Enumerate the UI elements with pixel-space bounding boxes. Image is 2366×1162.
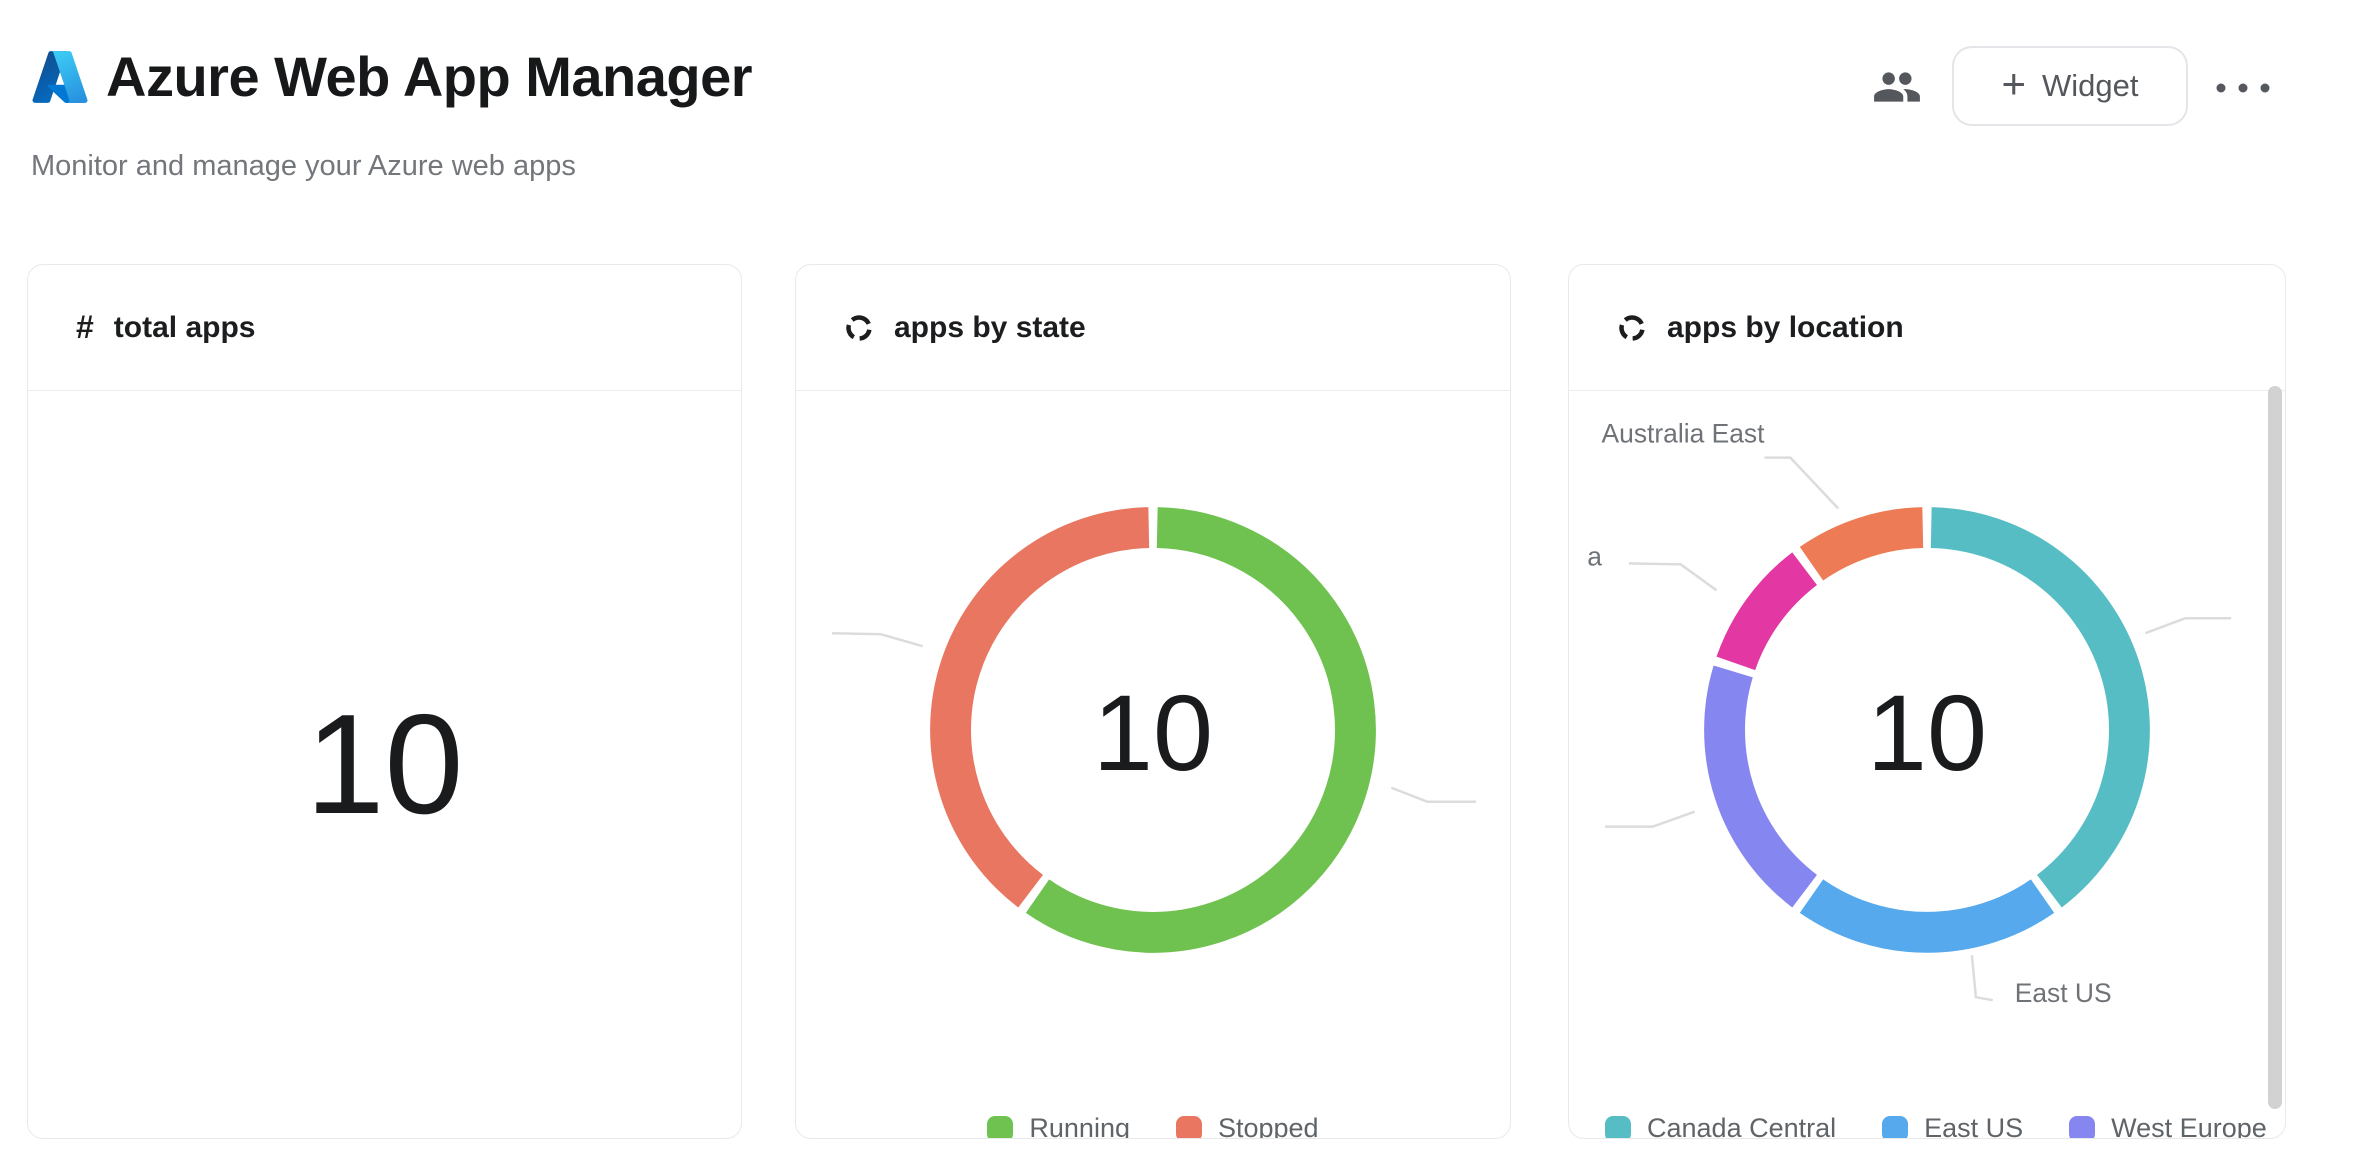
card-apps-by-location: apps by location Australia East a East US …: [1568, 264, 2286, 1139]
card-apps-by-state: apps by state 10 Running Stopped: [795, 264, 1511, 1139]
donut-chart-icon: [1619, 314, 1645, 341]
legend-item-east-us[interactable]: East US: [1882, 1113, 2024, 1139]
people-icon: [1874, 72, 1920, 102]
card-total-apps-title: total apps: [113, 310, 256, 344]
ellipsis-icon: [2216, 83, 2270, 93]
more-options-button[interactable]: [2208, 70, 2278, 106]
running-swatch: [987, 1115, 1014, 1138]
total-apps-value: 10: [305, 684, 464, 844]
app-header: Azure Web App Manager: [30, 44, 753, 109]
apps-by-state-legend: Running Stopped: [796, 1113, 1510, 1139]
label-leader-line: [1970, 955, 1994, 1002]
east-us-swatch: [1882, 1115, 1909, 1138]
add-widget-label: Widget: [2042, 68, 2139, 103]
label-leader-line: [1604, 810, 1696, 828]
apps-by-location-donut: Australia East a East US: [1587, 419, 2232, 1008]
card-apps-by-location-header: apps by location: [1569, 265, 2285, 391]
west-europe-swatch: [2069, 1115, 2096, 1138]
donut-segment-east-us[interactable]: [1799, 879, 2055, 953]
legend-east-us-label: East US: [1924, 1113, 2024, 1139]
azure-logo: [32, 50, 88, 103]
donut-segment-canada-central[interactable]: [1930, 507, 2150, 908]
apps-by-location-legend: Canada Central East US West Europe: [1569, 1113, 2285, 1139]
legend-running-label: Running: [1029, 1113, 1130, 1139]
legend-west-europe-label: West Europe: [2111, 1113, 2267, 1139]
donut-segment-running[interactable]: [1025, 507, 1376, 953]
card-total-apps: # total apps 10: [27, 264, 742, 1139]
callout-label: East US: [2015, 978, 2112, 1008]
hash-icon: #: [76, 309, 94, 345]
legend-item-running[interactable]: Running: [987, 1113, 1130, 1139]
apps-by-state-donut: [831, 507, 1477, 953]
donut-segment-west-europe[interactable]: [1704, 665, 1818, 908]
plus-icon: +: [2001, 60, 2027, 107]
callout-label: a: [1587, 541, 1602, 571]
legend-item-canada-central[interactable]: Canada Central: [1605, 1113, 1837, 1139]
canada-central-swatch: [1605, 1115, 1631, 1138]
callout-label: Australia East: [1602, 419, 1766, 449]
label-leader-line: [1764, 456, 1840, 510]
label-leader-line: [1390, 786, 1477, 803]
donut-segment-australia-east[interactable]: [1799, 507, 1924, 581]
label-leader-line: [2144, 616, 2232, 635]
donut-segment-stopped[interactable]: [930, 507, 1150, 908]
legend-item-stopped[interactable]: Stopped: [1175, 1113, 1319, 1139]
legend-canada-central-label: Canada Central: [1647, 1113, 1837, 1139]
page-title: Azure Web App Manager: [106, 45, 753, 108]
legend-item-west-europe[interactable]: West Europe: [2069, 1113, 2267, 1139]
label-leader-line: [1628, 562, 1718, 592]
card-apps-by-state-title: apps by state: [894, 310, 1086, 344]
card-apps-by-state-header: apps by state: [796, 265, 1510, 391]
card-apps-by-location-title: apps by location: [1667, 310, 1904, 344]
add-widget-button[interactable]: + Widget: [1952, 46, 2188, 126]
legend-stopped-label: Stopped: [1217, 1113, 1319, 1139]
page-subtitle: Monitor and manage your Azure web apps: [31, 150, 576, 182]
vertical-scrollbar-thumb[interactable]: [2268, 386, 2282, 1109]
donut-chart-icon: [846, 314, 872, 341]
card-total-apps-header: # total apps: [28, 265, 741, 391]
share-users-button[interactable]: [1872, 62, 1922, 112]
donut-segment-unlabeled[interactable]: [1716, 552, 1818, 671]
label-leader-line: [831, 631, 923, 648]
stopped-swatch: [1175, 1115, 1202, 1138]
